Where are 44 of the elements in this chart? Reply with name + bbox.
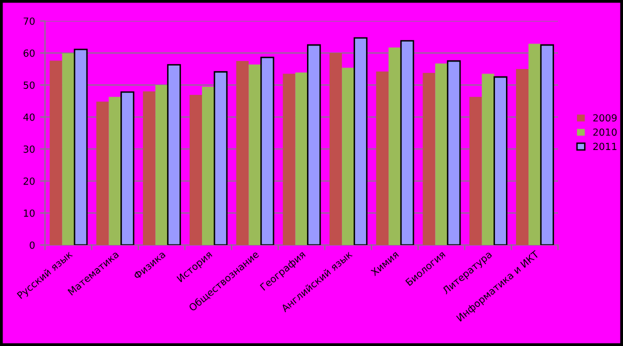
legend-label: 2010 — [593, 128, 617, 136]
bar — [388, 48, 401, 245]
bar — [155, 85, 168, 245]
y-tick-label: 20 — [24, 177, 35, 185]
y-tick-label: 0 — [30, 241, 35, 249]
y-tick-label: 10 — [24, 209, 35, 217]
bar — [50, 60, 62, 245]
bar — [540, 44, 554, 245]
bar — [260, 56, 274, 245]
bar — [446, 60, 461, 245]
bar — [142, 91, 156, 245]
bar — [214, 71, 228, 245]
bar — [307, 44, 321, 245]
legend-label: 2011 — [593, 142, 616, 150]
bar — [329, 53, 342, 245]
bar — [400, 40, 414, 245]
y-tick-label: 50 — [24, 81, 35, 89]
bar — [74, 48, 88, 245]
bar — [282, 74, 296, 245]
bar — [469, 96, 482, 245]
y-tick-label: 70 — [24, 17, 35, 25]
bar — [295, 72, 308, 245]
bar — [190, 94, 202, 245]
bar — [494, 76, 508, 245]
y-tick-label: 40 — [23, 113, 35, 121]
bar — [202, 86, 214, 245]
bar — [528, 44, 541, 245]
bar — [236, 61, 249, 245]
bar — [120, 91, 134, 245]
bar — [435, 64, 448, 245]
bar — [354, 37, 368, 245]
y-tick-label: 60 — [24, 49, 35, 57]
bar — [248, 64, 262, 245]
bar — [376, 72, 389, 245]
bar — [108, 96, 122, 245]
legend-label: 2009 — [593, 114, 617, 122]
bar — [342, 68, 354, 245]
bar — [516, 69, 528, 245]
bar — [167, 64, 181, 245]
bar — [422, 72, 436, 245]
bar — [482, 74, 494, 245]
bar — [96, 102, 109, 245]
bar — [62, 53, 75, 245]
y-tick-label: 30 — [24, 145, 35, 153]
